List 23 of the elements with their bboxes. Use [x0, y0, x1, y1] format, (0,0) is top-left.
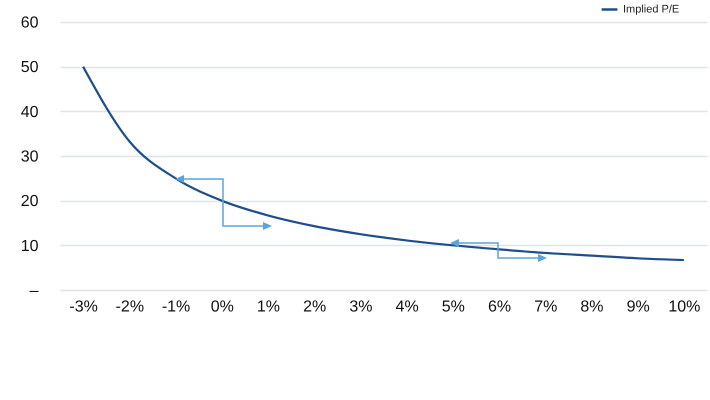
y-tick-label: 40: [20, 104, 39, 121]
y-tick-label: 20: [20, 193, 39, 210]
x-tick-label: 3%: [349, 298, 372, 316]
x-tick-label: 2%: [303, 298, 326, 316]
x-tick-label: -3%: [69, 298, 98, 316]
x-tick-label: 0%: [210, 298, 234, 316]
x-tick-label: 8%: [580, 298, 604, 316]
y-tick-label: 10: [20, 238, 39, 255]
y-tick-label: 30: [20, 148, 39, 166]
x-tick-label: 5%: [442, 298, 465, 316]
y-tick-label: 60: [20, 14, 39, 32]
x-tick-label: 1%: [256, 298, 280, 316]
x-tick-label: 10%: [668, 298, 700, 316]
line-series: [82, 66, 685, 262]
x-tick-label: 6%: [488, 298, 512, 316]
y-tick-label: 50: [20, 59, 39, 76]
y-tick-label: –: [30, 282, 39, 300]
x-tick-label: 7%: [534, 298, 558, 316]
x-tick-label: 9%: [626, 298, 650, 316]
legend-label: Implied P/E: [623, 4, 680, 16]
x-tick-label: -1%: [162, 298, 190, 316]
x-tick-label: -2%: [116, 298, 144, 316]
x-tick-label: 4%: [396, 298, 419, 316]
